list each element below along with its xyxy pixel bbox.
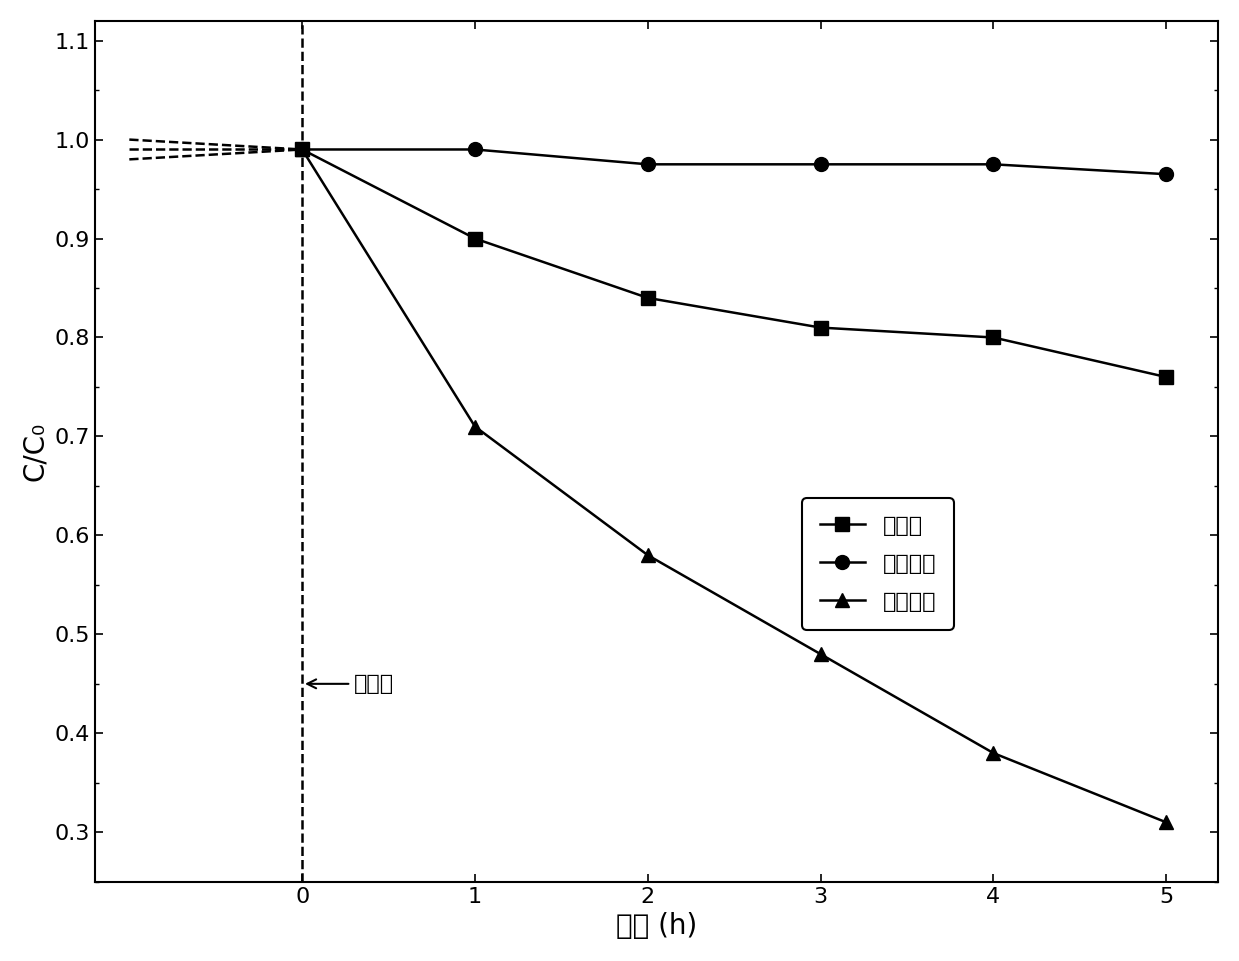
确酸銀 [641,292,655,304]
Line: 复合材料: 复合材料 [295,142,1173,829]
复合材料 [986,748,1001,759]
渴氧化铋 [641,159,655,170]
复合材料 [641,550,655,561]
Legend: 确酸銀, 渴氧化铋, 复合材料: 确酸銀, 渴氧化铋, 复合材料 [803,499,954,629]
渴氧化铋 [467,144,482,156]
复合材料 [813,649,828,660]
确酸銀 [986,332,1001,343]
确酸銀 [1158,371,1173,382]
渴氧化铋 [1158,168,1173,180]
Y-axis label: C/C₀: C/C₀ [21,422,48,480]
确酸銀 [813,322,828,333]
Text: 暗反应: 暗反应 [307,674,394,694]
复合材料 [467,421,482,432]
Line: 渴氧化铋: 渴氧化铋 [295,142,1173,182]
确酸銀 [467,233,482,244]
复合材料 [1158,817,1173,828]
渴氧化铋 [986,159,1001,170]
渴氧化铋 [813,159,828,170]
Line: 确酸銀: 确酸銀 [295,142,1173,384]
X-axis label: 时间 (h): 时间 (h) [616,912,698,940]
确酸銀 [295,144,310,156]
复合材料 [295,144,310,156]
渴氧化铋 [295,144,310,156]
